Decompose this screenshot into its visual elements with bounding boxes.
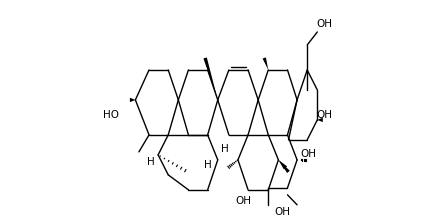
Text: OH: OH bbox=[315, 19, 331, 29]
Text: OH: OH bbox=[274, 207, 290, 217]
Polygon shape bbox=[278, 160, 289, 173]
Text: OH: OH bbox=[300, 149, 316, 159]
Polygon shape bbox=[262, 57, 268, 70]
Text: H: H bbox=[203, 160, 211, 170]
Polygon shape bbox=[203, 57, 217, 100]
Polygon shape bbox=[316, 118, 322, 122]
Polygon shape bbox=[130, 98, 135, 102]
Text: OH: OH bbox=[315, 110, 331, 120]
Polygon shape bbox=[278, 160, 286, 169]
Text: H: H bbox=[221, 145, 229, 154]
Text: H: H bbox=[147, 157, 155, 167]
Text: HO: HO bbox=[103, 110, 119, 120]
Text: OH: OH bbox=[235, 196, 251, 206]
